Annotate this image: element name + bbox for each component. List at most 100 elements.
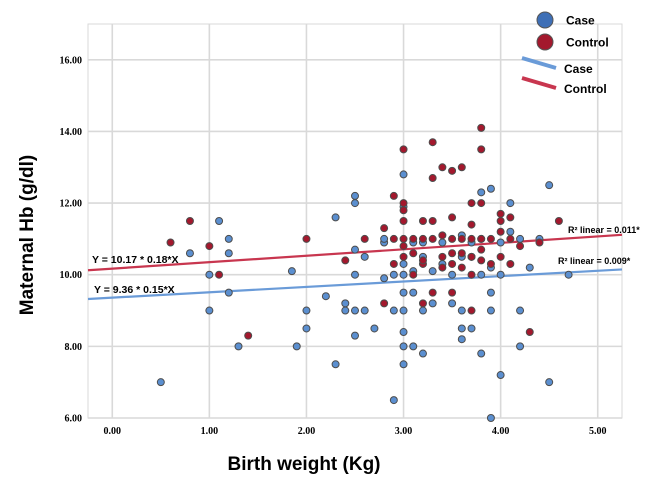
data-point-case (205, 306, 214, 315)
data-point-control (477, 234, 486, 243)
data-point-case (389, 306, 398, 315)
data-point-control (457, 249, 466, 258)
data-point-case (496, 270, 505, 279)
data-point-case (545, 378, 554, 387)
data-point-control (418, 234, 427, 243)
data-point-case (399, 342, 408, 351)
data-point-control (496, 252, 505, 261)
data-point-case (302, 306, 311, 315)
data-point-control (467, 234, 476, 243)
y-tick-label: 6.00 (65, 414, 83, 425)
data-point-case (215, 217, 224, 225)
data-point-control (166, 238, 175, 247)
data-point-control (438, 252, 447, 261)
legend-line-control_line (521, 76, 557, 90)
data-point-control (448, 166, 457, 175)
data-point-case (486, 306, 495, 315)
data-point-case (287, 267, 296, 276)
data-point-case (525, 263, 534, 272)
data-point-case (351, 306, 359, 315)
data-point-case (516, 234, 525, 243)
data-point-control (554, 217, 563, 225)
data-point-case (399, 259, 408, 268)
data-point-control (477, 199, 486, 208)
data-point-control (457, 263, 466, 272)
data-point-control (389, 259, 398, 268)
legend-label-control: Control (566, 36, 609, 50)
data-point-case (341, 299, 350, 308)
x-axis-title: Birth weight (Kg) (227, 454, 380, 475)
data-point-control (418, 217, 427, 225)
data-point-control (428, 174, 437, 183)
data-point-control (389, 234, 398, 243)
data-point-control (409, 270, 418, 279)
y-tick-label: 10.00 (60, 270, 83, 281)
data-point-control (525, 328, 534, 337)
data-point-control (215, 270, 224, 279)
data-point-case (448, 270, 457, 279)
y-tick-label: 16.00 (60, 55, 83, 66)
data-point-control (438, 263, 447, 272)
data-point-control (486, 234, 495, 243)
data-point-case (409, 288, 418, 297)
data-point-control (409, 249, 418, 258)
data-point-control (380, 224, 389, 233)
data-point-case (341, 306, 350, 315)
data-point-control (428, 288, 437, 297)
data-point-case (428, 299, 437, 308)
data-point-case (516, 306, 525, 315)
data-point-control (448, 213, 457, 222)
legend-marker-case (536, 11, 554, 29)
legend-line-case_line (521, 56, 557, 70)
data-point-case (185, 249, 194, 258)
data-point-control (409, 234, 418, 243)
data-point-case (292, 342, 301, 351)
data-point-control (457, 234, 466, 243)
data-point-case (418, 349, 427, 358)
data-point-case (477, 349, 486, 358)
data-point-control (399, 234, 408, 243)
data-point-control (496, 227, 505, 236)
r2-label-control: R² linear = 0.011* (568, 225, 640, 235)
data-point-case (224, 288, 233, 297)
data-point-case (224, 234, 233, 243)
data-point-control (496, 209, 505, 218)
equation-label-case: Y = 9.36 * 0.15*X (94, 284, 175, 296)
x-tick-label: 0.00 (104, 426, 122, 437)
data-point-control (467, 199, 476, 208)
data-point-control (302, 234, 311, 243)
data-point-case (448, 299, 457, 308)
data-point-control (467, 220, 476, 229)
data-point-control (516, 242, 525, 251)
y-tick-label: 12.00 (60, 199, 83, 210)
data-point-case (351, 245, 359, 254)
data-point-case (389, 396, 398, 405)
data-point-case (506, 199, 515, 208)
data-point-case (370, 324, 379, 333)
data-point-case (564, 270, 573, 279)
data-point-case (477, 188, 486, 197)
data-point-case (321, 292, 330, 301)
data-point-case (457, 306, 466, 315)
fit-line-case (87, 268, 623, 301)
data-point-case (399, 328, 408, 337)
data-point-control (477, 123, 486, 132)
x-tick-label: 4.00 (492, 426, 510, 437)
data-point-control (380, 299, 389, 308)
data-point-case (496, 371, 505, 380)
data-point-control (399, 242, 408, 251)
x-tick-label: 2.00 (298, 426, 316, 437)
data-point-case (399, 288, 408, 297)
data-point-case (409, 342, 418, 351)
data-point-control (477, 256, 486, 265)
data-point-case (516, 342, 525, 351)
plot-area (87, 23, 623, 419)
data-point-control (477, 145, 486, 154)
data-point-case (457, 335, 466, 344)
legend-marker-control (536, 33, 554, 51)
data-point-control (185, 217, 194, 225)
y-tick-label: 8.00 (65, 342, 83, 353)
data-point-case (380, 234, 389, 243)
